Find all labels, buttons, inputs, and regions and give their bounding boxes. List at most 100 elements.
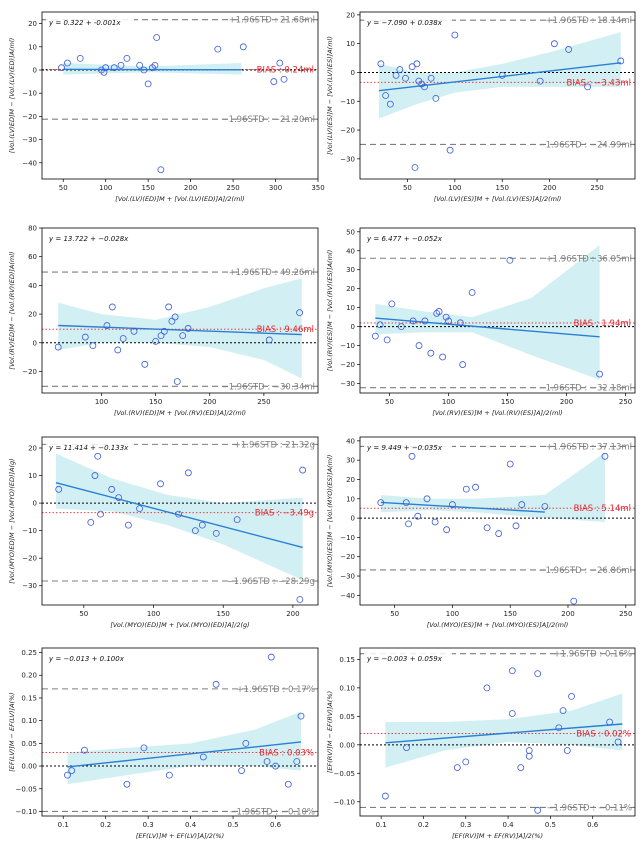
x-tick-label: 50 [385,398,394,406]
data-point [263,758,271,765]
data-point [76,54,84,62]
x-tick-label: 0.5 [545,821,556,829]
confidence-band [375,245,600,380]
data-point [157,332,165,340]
data-point [617,57,625,65]
data-point [171,313,179,321]
y-tick-label: −0.05 [16,785,37,793]
data-point [136,505,143,513]
data-point [130,327,138,335]
y-tick-label: 10 [28,472,37,480]
data-point [383,336,391,344]
equation-box [46,232,134,244]
data-point [451,31,459,39]
data-point [433,309,441,317]
y-tick-label: 0.10 [21,717,37,725]
data-point [55,485,63,493]
data-point [152,337,160,345]
data-point [536,77,544,85]
data-point [377,60,385,68]
data-point [431,518,439,526]
plot-frame [41,647,319,817]
regression-equation: y = 9.449 + −0.035x [366,444,443,452]
y-tick-label: 0.00 [339,741,355,749]
data-point [462,485,470,493]
data-point [495,530,503,537]
plot-area [42,443,318,603]
bias-label: BIAS : 0.24ml [257,65,314,75]
data-point [115,494,123,501]
equation-box [364,652,452,664]
data-point [165,303,173,311]
plot-frame [41,227,319,394]
x-axis-label: [EF(LV)]M + EF(LV)]A]/2(%) [136,832,224,840]
y-tick-label: −10 [22,90,37,98]
x-axis-label: [EF(RV)]M + EF(RV)]A]/2(%) [452,832,543,840]
x-tick-label: 100 [448,184,461,192]
y-tick-label: 40 [346,247,355,255]
data-point [242,739,250,747]
y-axis-label: [Vol.(MYO)(ES)]M − [Vol.(MYO)(ES)]A(ml) [326,455,334,588]
data-point [157,166,165,174]
x-tick-label: 250 [590,184,603,192]
y-tick-label: −20 [340,127,355,135]
y-tick-label: −30 [340,380,355,388]
data-point [117,61,125,69]
data-point [54,343,62,351]
data-point [144,80,152,88]
y-tick-label: 20 [346,476,355,484]
y-tick-label: −10 [340,342,355,350]
data-point [296,309,304,317]
data-point [506,256,514,264]
data-point [555,724,563,732]
data-point [414,512,422,520]
data-point [165,771,173,779]
y-tick-label: 0.15 [21,694,37,702]
x-tick-label: 100 [147,610,160,618]
x-tick-label: 150 [141,184,154,192]
plot-frame [359,647,636,817]
data-point [296,596,304,603]
x-tick-label: 200 [184,184,197,192]
x-tick-label: 200 [286,610,299,618]
x-tick-label: 200 [543,184,556,192]
x-axis-label: [Vol.(MYO)(ES)]M + [Vol.(MYO)(ES)]A]/2(m… [427,621,569,629]
confidence-band [58,278,302,379]
x-tick-label: 350 [311,184,324,192]
data-point [456,319,464,327]
y-tick-label: 0.20 [21,672,37,680]
upper-loa-label: +1.96STD : 0.16% [554,650,632,660]
x-tick-label: 50 [403,184,412,192]
data-point [214,45,222,53]
x-tick-label: 0.2 [418,821,429,829]
lower-loa-label: −1.96STD : −0.11% [546,803,632,813]
data-point [267,653,275,661]
data-point [212,529,220,537]
y-tick-label: 80 [28,225,37,233]
confidence-band [385,693,623,768]
data-point [402,499,410,507]
lower-loa-label: −1.96STD : −21.20ml [221,115,315,125]
upper-loa-label: +1.96STD : 37.13ml [546,442,632,452]
equation-box [46,441,134,453]
equation-box [364,232,452,244]
x-tick-label: 0.3 [143,821,154,829]
y-tick-label: −30 [340,155,355,163]
data-point [411,164,419,171]
data-point [239,43,247,51]
data-point [102,64,110,72]
confidence-band [63,63,242,75]
x-tick-label: 250 [619,610,632,618]
data-point [468,289,476,296]
data-point [525,752,533,760]
data-point [103,322,111,329]
y-tick-label: 10 [28,43,37,51]
data-point [508,710,516,717]
data-point [423,495,431,503]
y-tick-label: 0.05 [339,713,355,721]
data-point [97,510,104,518]
x-tick-label: 150 [149,398,162,406]
data-point [392,71,400,79]
y-tick-label: −20 [22,368,37,376]
